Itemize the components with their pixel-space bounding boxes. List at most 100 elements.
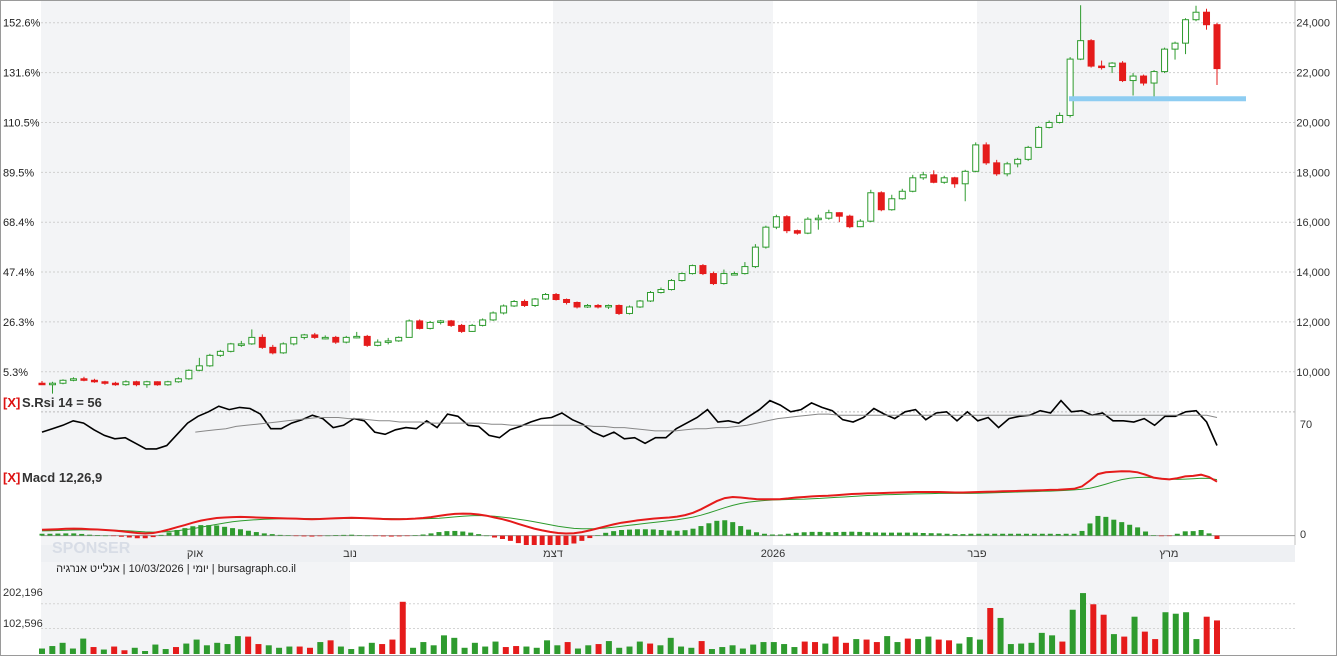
- price-tick-label: 22,000: [1296, 68, 1330, 80]
- macd-histogram-bar: [658, 530, 664, 536]
- volume-bar: [987, 608, 994, 654]
- volume-bar: [1131, 616, 1138, 654]
- rsi-level-label: 70: [1300, 419, 1312, 431]
- volume-bar: [276, 647, 283, 654]
- macd-histogram-bar: [912, 532, 918, 536]
- axis-labels: 24,000 152.6% 22,000 131.6% 20,000 110.5% 18,0…: [3, 18, 1330, 562]
- volume-bar: [69, 648, 76, 654]
- month-label: נוב: [343, 548, 357, 560]
- volume-bar: [121, 650, 128, 654]
- price-tick-label: 14,000: [1296, 267, 1330, 279]
- candle-up: [1035, 126, 1043, 148]
- candle-down: [1140, 75, 1148, 84]
- macd-histogram-bar: [428, 533, 434, 536]
- candle-up: [1161, 48, 1169, 73]
- macd-histogram-bar: [960, 534, 966, 536]
- macd-histogram-bar: [976, 533, 982, 536]
- volume-bar: [946, 640, 953, 654]
- candle-up: [584, 304, 592, 308]
- macd-histogram-bar: [484, 535, 490, 537]
- candle-up: [825, 212, 833, 219]
- macd-title[interactable]: [X] Macd 12,26,9: [3, 470, 102, 485]
- macd-histogram-bar: [690, 528, 696, 536]
- candle-up: [1129, 75, 1137, 82]
- macd-histogram-bar: [412, 535, 418, 536]
- candle-up: [248, 336, 256, 345]
- candle-up: [374, 341, 382, 346]
- candle-up: [185, 369, 193, 380]
- rsi-close-marker[interactable]: [X]: [3, 395, 20, 410]
- macd-histogram-bar: [1087, 523, 1093, 536]
- candle-down: [90, 379, 98, 383]
- volume-bar: [760, 642, 767, 654]
- macd-histogram-bar: [468, 532, 474, 536]
- candle-up: [1056, 114, 1064, 123]
- macd-histogram-bar: [222, 526, 228, 536]
- macd-histogram-bar: [1127, 524, 1133, 536]
- volume-bar: [193, 639, 200, 654]
- volume-bar: [956, 643, 963, 654]
- candle-up: [531, 298, 539, 306]
- volume-bar: [708, 649, 715, 654]
- volume-bar: [719, 647, 726, 654]
- volume-bar: [255, 644, 262, 654]
- volume-bar: [1038, 632, 1045, 654]
- candle-up: [688, 265, 696, 275]
- volume-bar: [492, 641, 499, 654]
- macd-histogram-bar: [984, 533, 990, 536]
- candle-up: [919, 174, 927, 179]
- price-tick-label: 20,000: [1296, 117, 1330, 129]
- macd-histogram-bar: [1150, 535, 1156, 536]
- macd-histogram-bar: [1047, 533, 1053, 536]
- macd-histogram-bar: [341, 534, 347, 536]
- candle-up: [741, 266, 749, 275]
- volume-bar: [1018, 643, 1025, 654]
- candle-up: [227, 343, 235, 352]
- volume-bar: [461, 647, 468, 654]
- volume-bar: [894, 642, 901, 654]
- candle-up: [290, 336, 298, 345]
- volume-bar: [214, 642, 221, 654]
- volume-bar: [1100, 614, 1107, 654]
- macd-histogram-bar: [611, 531, 617, 536]
- candle-up: [940, 177, 948, 183]
- macd-histogram-bar: [460, 531, 466, 536]
- volume-shade-1: [553, 562, 773, 654]
- volume-tick-2: 102,596: [3, 618, 43, 630]
- candle-down: [793, 230, 801, 234]
- volume-bar: [1007, 644, 1014, 654]
- volume-bar: [296, 646, 303, 654]
- candle-up: [657, 289, 665, 294]
- macd-histogram-bar: [261, 533, 267, 536]
- macd-histogram-bar: [436, 532, 442, 536]
- macd-histogram-bar: [1000, 533, 1006, 536]
- volume-bar: [1110, 634, 1117, 654]
- candle-up: [437, 320, 445, 323]
- macd-histogram-bar: [555, 535, 561, 547]
- rsi-title[interactable]: [X] S.Rsi 14 = 56: [3, 395, 102, 410]
- macd-histogram-bar: [126, 535, 132, 538]
- price-tick-label: 18,000: [1296, 167, 1330, 179]
- macd-histogram-bar: [182, 528, 188, 536]
- candle-up: [751, 246, 759, 268]
- volume-bar: [1203, 616, 1210, 654]
- macd-histogram-bar: [722, 520, 728, 536]
- candle-down: [982, 144, 990, 164]
- macd-histogram-bar: [865, 532, 871, 536]
- volume-bar: [884, 636, 891, 654]
- candle-up: [888, 198, 896, 211]
- macd-close-marker[interactable]: [X]: [3, 470, 20, 485]
- macd-histogram-bar: [365, 535, 371, 537]
- month-label: 2026: [761, 548, 785, 560]
- macd-histogram-bar: [1119, 522, 1125, 536]
- candle-up: [500, 305, 508, 314]
- candle-up: [626, 306, 633, 314]
- grid-lines: [41, 1, 1296, 545]
- macd-zero-label: 0: [1300, 529, 1306, 541]
- volume-bar: [1152, 639, 1159, 654]
- macd-histogram-bar: [325, 535, 331, 537]
- macd-histogram-bar: [746, 529, 752, 536]
- info-line: יומי | 10/03/2026 | אנלייט אנרגיה | burs…: [56, 562, 296, 575]
- candle-up: [353, 335, 361, 339]
- candle-down: [311, 334, 319, 338]
